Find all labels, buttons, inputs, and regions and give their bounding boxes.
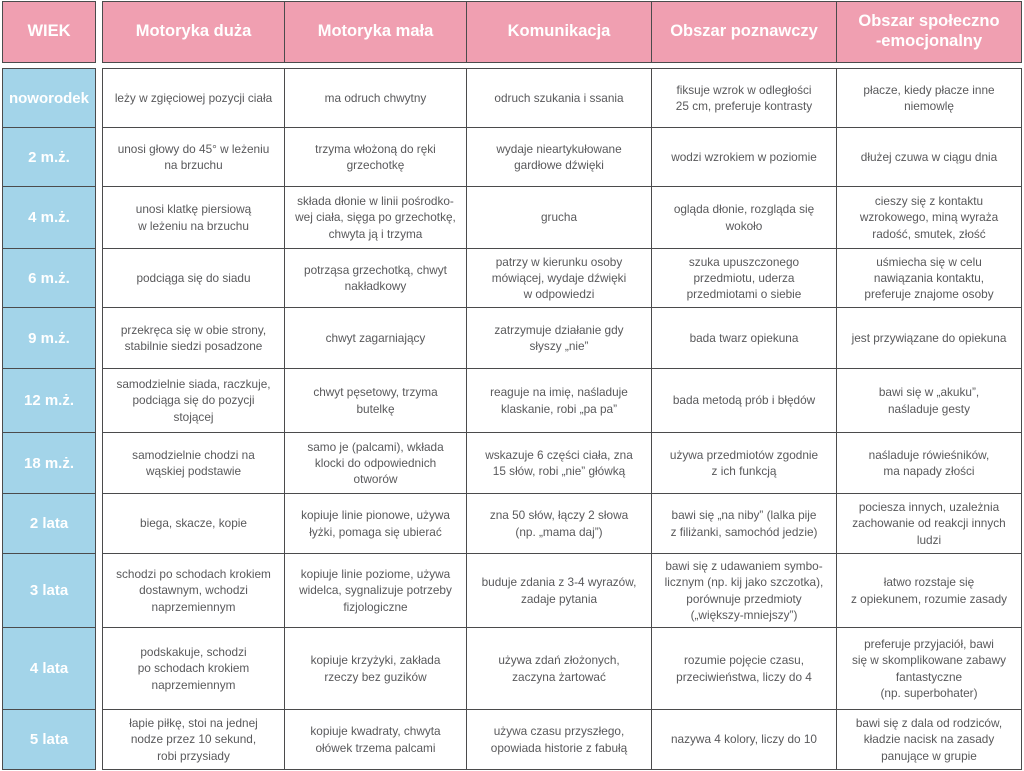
milestone-cell-obszar-poznawczy: fiksuje wzrok w odległości 25 cm, prefer… [652,68,837,128]
milestone-cell-motoryka-duza: unosi głowy do 45° w leżeniu na brzuchu [102,128,285,187]
column-gap [96,554,102,628]
table-row: 2 m.ż. unosi głowy do 45° w leżeniu na b… [2,128,1022,187]
milestone-cell-motoryka-duza: samodzielnie chodzi na wąskiej podstawie [102,433,285,494]
milestone-cell-motoryka-duza: leży w zgięciowej pozycji ciała [102,68,285,128]
column-gap [96,433,102,494]
milestone-cell-obszar-poznawczy: szuka upuszczonego przedmiotu, uderza pr… [652,249,837,308]
milestone-cell-motoryka-duza: samodzielnie siada, raczkuje, podciąga s… [102,369,285,433]
milestone-cell-motoryka-duza: łapie piłkę, stoi na jednej nodze przez … [102,710,285,770]
table-row: 5 lata łapie piłkę, stoi na jednej nodze… [2,710,1022,770]
age-cell: 4 lata [2,628,96,710]
table-row: 2 lata biega, skacze, kopie kopiuje lini… [2,494,1022,554]
milestone-cell-motoryka-mala: trzyma włożoną do ręki grzechotkę [285,128,467,187]
milestone-cell-komunikacja: zna 50 słów, łączy 2 słowa (np. „mama da… [467,494,652,554]
milestone-cell-obszar-poznawczy: bawi się „na niby” (lalka pije z filiżan… [652,494,837,554]
table-row: 12 m.ż. samodzielnie siada, raczkuje, po… [2,369,1022,433]
milestone-cell-motoryka-mala: ma odruch chwytny [285,68,467,128]
milestone-cell-obszar-poznawczy: bada twarz opiekuna [652,308,837,369]
age-cell: 5 lata [2,710,96,770]
milestone-cell-obszar-poznawczy: bawi się z udawaniem symbo- licznym (np.… [652,554,837,628]
milestone-cell-motoryka-duza: podciąga się do siadu [102,249,285,308]
age-column-header: WIEK [2,1,96,63]
column-gap [96,628,102,710]
milestone-cell-obszar-poznawczy: bada metodą prób i błędów [652,369,837,433]
milestone-cell-obszar-spoleczno-emocjonalny: pociesza innych, uzależnia zachowanie od… [837,494,1022,554]
milestone-cell-obszar-spoleczno-emocjonalny: bawi się z dala od rodziców, kładzie nac… [837,710,1022,770]
header-gap [2,63,1022,68]
milestone-cell-motoryka-duza: przekręca się w obie strony, stabilnie s… [102,308,285,369]
milestone-cell-obszar-spoleczno-emocjonalny: naśladuje rówieśników, ma napady złości [837,433,1022,494]
column-header-motoryka-duza: Motoryka duża [102,1,285,63]
column-gap [96,68,102,128]
column-gap [96,128,102,187]
milestone-cell-motoryka-mala: kopiuje linie pionowe, używa łyżki, poma… [285,494,467,554]
milestone-cell-motoryka-duza: schodzi po schodach krokiem dostawnym, w… [102,554,285,628]
milestone-cell-obszar-spoleczno-emocjonalny: łatwo rozstaje się z opiekunem, rozumie … [837,554,1022,628]
milestone-cell-motoryka-mala: potrząsa grzechotką, chwyt nakładkowy [285,249,467,308]
milestone-cell-komunikacja: grucha [467,187,652,249]
milestone-cell-obszar-poznawczy: używa przedmiotów zgodnie z ich funkcją [652,433,837,494]
milestone-cell-motoryka-mala: kopiuje kwadraty, chwyta ołówek trzema p… [285,710,467,770]
column-gap [96,1,102,63]
column-header-motoryka-mala: Motoryka mała [285,1,467,63]
age-cell: 2 lata [2,494,96,554]
age-cell: 2 m.ż. [2,128,96,187]
age-cell: 9 m.ż. [2,308,96,369]
milestone-cell-obszar-spoleczno-emocjonalny: jest przywiązane do opiekuna [837,308,1022,369]
table-row: 6 m.ż. podciąga się do siadu potrząsa gr… [2,249,1022,308]
milestone-cell-obszar-poznawczy: nazywa 4 kolory, liczy do 10 [652,710,837,770]
table-row: 18 m.ż. samodzielnie chodzi na wąskiej p… [2,433,1022,494]
milestone-cell-obszar-poznawczy: ogląda dłonie, rozgląda się wokoło [652,187,837,249]
column-header-obszar-spoleczno-emocjonalny: Obszar społeczno -emocjonalny [837,1,1022,63]
milestone-cell-komunikacja: zatrzymuje działanie gdy słyszy „nie” [467,308,652,369]
milestone-cell-obszar-spoleczno-emocjonalny: uśmiecha się w celu nawiązania kontaktu,… [837,249,1022,308]
milestone-cell-motoryka-duza: unosi klatkę piersiową w leżeniu na brzu… [102,187,285,249]
milestone-cell-obszar-poznawczy: rozumie pojęcie czasu, przeciwieństwa, l… [652,628,837,710]
column-gap [96,369,102,433]
column-gap [96,308,102,369]
milestone-cell-obszar-poznawczy: wodzi wzrokiem w poziomie [652,128,837,187]
column-header-komunikacja: Komunikacja [467,1,652,63]
column-gap [96,187,102,249]
milestone-cell-obszar-spoleczno-emocjonalny: bawi się w „akuku”, naśladuje gesty [837,369,1022,433]
milestone-cell-motoryka-mala: samo je (palcami), wkłada klocki do odpo… [285,433,467,494]
column-gap [96,249,102,308]
age-cell: 6 m.ż. [2,249,96,308]
column-gap [96,710,102,770]
milestone-cell-obszar-spoleczno-emocjonalny: preferuje przyjaciół, bawi się w skompli… [837,628,1022,710]
table-row: 9 m.ż. przekręca się w obie strony, stab… [2,308,1022,369]
table-row: 4 m.ż. unosi klatkę piersiową w leżeniu … [2,187,1022,249]
table-row: noworodek leży w zgięciowej pozycji ciał… [2,68,1022,128]
milestone-cell-obszar-spoleczno-emocjonalny: płacze, kiedy płacze inne niemowlę [837,68,1022,128]
milestone-cell-komunikacja: wydaje nieartykułowane gardłowe dźwięki [467,128,652,187]
milestone-cell-komunikacja: patrzy w kierunku osoby mówiącej, wydaje… [467,249,652,308]
milestone-cell-komunikacja: reaguje na imię, naśladuje klaskanie, ro… [467,369,652,433]
header-row: WIEK Motoryka duża Motoryka mała Komunik… [2,1,1022,63]
milestone-cell-motoryka-mala: kopiuje linie poziome, używa widelca, sy… [285,554,467,628]
table-row: 4 lata podskakuje, schodzi po schodach k… [2,628,1022,710]
column-gap [96,494,102,554]
age-cell: 18 m.ż. [2,433,96,494]
table-row: 3 lata schodzi po schodach krokiem dosta… [2,554,1022,628]
milestone-cell-motoryka-mala: kopiuje krzyżyki, zakłada rzeczy bez guz… [285,628,467,710]
milestone-cell-obszar-spoleczno-emocjonalny: cieszy się z kontaktu wzrokowego, miną w… [837,187,1022,249]
milestone-cell-motoryka-mala: składa dłonie w linii pośrodko- wej ciał… [285,187,467,249]
table-body: noworodek leży w zgięciowej pozycji ciał… [2,68,1022,770]
milestone-cell-komunikacja: buduje zdania z 3-4 wyrazów, zadaje pyta… [467,554,652,628]
milestone-cell-komunikacja: wskazuje 6 części ciała, zna 15 słów, ro… [467,433,652,494]
milestone-cell-motoryka-duza: podskakuje, schodzi po schodach krokiem … [102,628,285,710]
milestone-cell-komunikacja: używa czasu przyszłego, opowiada histori… [467,710,652,770]
age-cell: 12 m.ż. [2,369,96,433]
milestone-cell-komunikacja: używa zdań złożonych, zaczyna żartować [467,628,652,710]
milestone-cell-komunikacja: odruch szukania i ssania [467,68,652,128]
milestone-cell-obszar-spoleczno-emocjonalny: dłużej czuwa w ciągu dnia [837,128,1022,187]
age-cell: 4 m.ż. [2,187,96,249]
milestone-cell-motoryka-duza: biega, skacze, kopie [102,494,285,554]
milestone-cell-motoryka-mala: chwyt zagarniający [285,308,467,369]
age-cell: 3 lata [2,554,96,628]
milestone-cell-motoryka-mala: chwyt pęsetowy, trzyma butelkę [285,369,467,433]
column-header-obszar-poznawczy: Obszar poznawczy [652,1,837,63]
age-cell: noworodek [2,68,96,128]
